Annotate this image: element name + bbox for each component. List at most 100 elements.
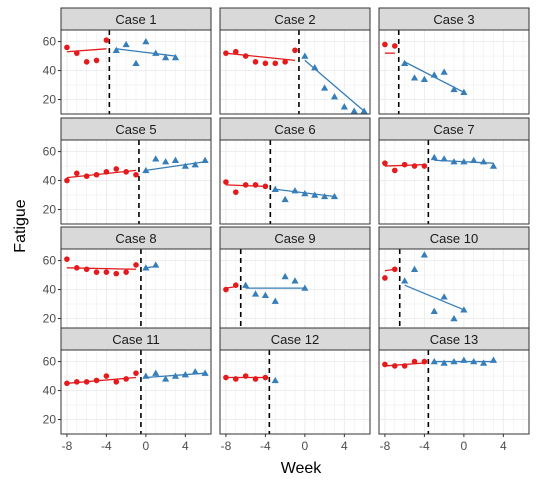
trend-line-phase-b — [404, 284, 465, 311]
point-phase-a — [123, 376, 129, 382]
point-phase-b — [191, 368, 199, 375]
point-phase-a — [223, 374, 229, 381]
point-phase-b — [142, 264, 150, 271]
x-tick-label: 0 — [143, 439, 150, 453]
point-phase-a — [64, 256, 70, 262]
point-phase-b — [162, 53, 170, 61]
point-phase-a — [262, 183, 269, 190]
point-phase-b — [301, 189, 309, 197]
point-phase-a — [113, 379, 120, 385]
point-phase-a — [73, 50, 80, 56]
x-tick-label: -8 — [380, 439, 391, 453]
y-tick-label: 20 — [43, 413, 57, 427]
point-phase-a — [411, 163, 418, 169]
point-phase-a — [93, 57, 100, 64]
x-tick-label: -8 — [221, 439, 232, 453]
point-phase-b — [291, 277, 299, 284]
panel-title: Case 13 — [430, 332, 478, 347]
x-tick-label: 4 — [341, 439, 348, 453]
point-phase-a — [113, 166, 120, 172]
point-phase-a — [242, 182, 249, 188]
point-phase-b — [271, 185, 279, 192]
point-phase-b — [152, 155, 160, 162]
point-phase-a — [123, 269, 129, 275]
point-phase-a — [382, 275, 388, 281]
panel-case-5: Case 5 20 40 60 — [43, 117, 212, 225]
point-phase-b — [142, 37, 150, 45]
point-phase-a — [223, 286, 229, 293]
point-phase-a — [133, 370, 139, 376]
point-phase-a — [382, 361, 388, 368]
point-phase-b — [450, 85, 458, 93]
point-phase-b — [401, 59, 409, 67]
y-tick-label: 20 — [43, 93, 57, 107]
panel-case-2: Case 2 — [219, 7, 371, 115]
y-tick-label: 60 — [43, 355, 57, 369]
point-phase-b — [201, 156, 209, 163]
y-tick-label: 20 — [43, 203, 57, 217]
point-phase-b — [152, 261, 160, 268]
point-phase-b — [460, 306, 468, 313]
point-phase-a — [232, 48, 239, 55]
point-phase-b — [132, 59, 140, 67]
x-tick-label: -4 — [260, 439, 271, 453]
y-tick-label: 40 — [43, 283, 57, 297]
point-phase-b — [480, 158, 488, 165]
point-phase-a — [83, 266, 90, 273]
x-tick-label: 0 — [461, 439, 468, 453]
point-phase-b — [171, 53, 180, 61]
point-phase-a — [103, 373, 110, 379]
point-phase-a — [133, 262, 139, 268]
point-phase-a — [83, 59, 90, 65]
panel-border — [60, 29, 212, 115]
point-phase-a — [401, 363, 408, 369]
point-phase-a — [232, 282, 239, 289]
point-phase-a — [382, 41, 388, 48]
y-tick-label: 40 — [43, 174, 57, 188]
panel-case-6: Case 6 — [219, 117, 371, 225]
point-phase-a — [103, 169, 110, 175]
panel-title: Case 8 — [115, 231, 156, 246]
panel-case-7: Case 7 — [378, 117, 530, 225]
point-phase-b — [440, 155, 448, 162]
panel-case-9: Case 9 — [219, 226, 371, 334]
y-axis-title: Fatigue — [12, 199, 29, 252]
point-phase-b — [201, 369, 209, 376]
point-phase-b — [430, 357, 438, 365]
point-phase-b — [171, 372, 180, 379]
panel-case-10: Case 10 — [378, 226, 530, 334]
y-tick-label: 60 — [43, 254, 57, 268]
point-phase-b — [430, 71, 438, 78]
point-phase-a — [123, 169, 129, 175]
point-phase-a — [252, 376, 259, 382]
point-phase-b — [291, 187, 299, 194]
point-phase-b — [181, 371, 189, 378]
point-phase-b — [440, 68, 448, 75]
point-phase-a — [242, 53, 249, 59]
point-phase-b — [460, 356, 468, 363]
panel-border — [378, 139, 530, 225]
point-phase-a — [133, 171, 139, 178]
point-phase-b — [242, 281, 250, 288]
panel-title: Case 1 — [115, 12, 156, 27]
point-phase-b — [281, 195, 289, 203]
point-phase-a — [262, 374, 269, 381]
point-phase-a — [292, 47, 298, 54]
panel-title: Case 2 — [274, 12, 315, 27]
point-phase-a — [391, 363, 398, 369]
point-phase-b — [142, 166, 150, 174]
point-phase-b — [360, 107, 368, 114]
panel-case-3: Case 3 — [378, 7, 530, 115]
point-phase-b — [330, 192, 339, 200]
panel-border — [219, 349, 371, 435]
x-tick-label: 0 — [302, 439, 309, 453]
point-phase-a — [421, 358, 428, 365]
point-phase-a — [232, 189, 239, 195]
x-tick-label: -4 — [419, 439, 430, 453]
point-phase-b — [311, 191, 319, 198]
point-phase-a — [103, 37, 110, 43]
point-phase-b — [321, 84, 329, 91]
panel-case-8: Case 8 20 40 60 — [43, 226, 212, 334]
